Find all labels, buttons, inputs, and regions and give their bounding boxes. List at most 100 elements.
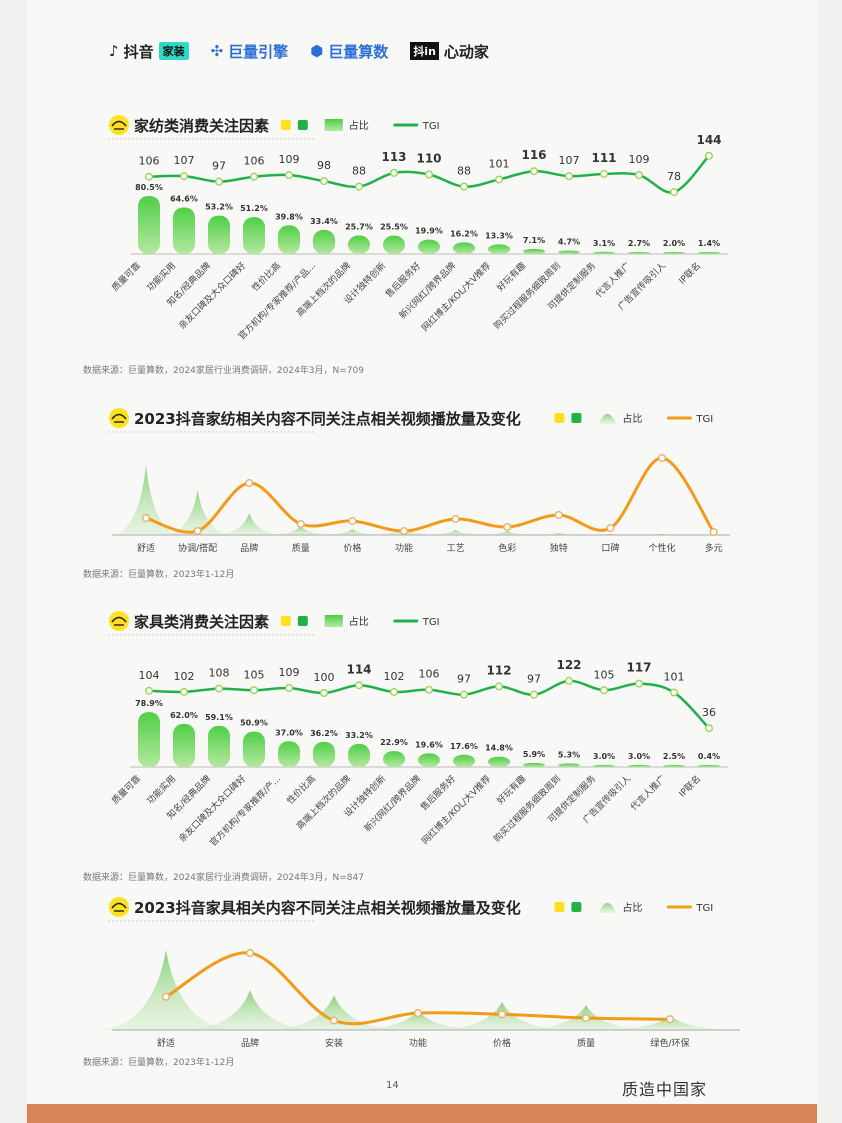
category-label: 购买过程服务细致周到 — [491, 260, 563, 332]
category-label: 协调/搭配 — [178, 542, 217, 554]
tgi-point — [425, 170, 434, 179]
share-label: 33.2% — [345, 731, 373, 740]
share-label: 25.7% — [345, 222, 373, 231]
share-mountain — [96, 950, 236, 1030]
share-label: 78.9% — [135, 699, 163, 708]
tgi-label: 88 — [457, 165, 471, 178]
category-label: IP联名 — [676, 773, 703, 800]
tgi-point — [285, 684, 294, 693]
tgi-point — [320, 177, 329, 186]
share-bar — [278, 225, 300, 254]
tgi-label: 98 — [317, 159, 331, 172]
engine-icon: ✣ — [210, 42, 224, 60]
share-bar — [663, 252, 685, 254]
tgi-point — [565, 676, 574, 685]
legend-share-swatch — [324, 119, 343, 131]
share-mountain — [264, 526, 337, 535]
tgi-label: 112 — [486, 663, 511, 677]
share-label: 37.0% — [275, 728, 303, 737]
tgi-point — [179, 687, 188, 696]
share-bar — [663, 765, 685, 767]
tgi-point — [144, 686, 153, 695]
share-mountain — [213, 513, 286, 535]
sun-icon-disc — [109, 408, 129, 428]
juliang-suanshu-logo: ⬢ 巨量算数 — [310, 41, 388, 62]
tgi-point — [390, 687, 399, 696]
category-label: 功能 — [395, 542, 413, 554]
tgi-point — [503, 523, 512, 532]
share-label: 5.3% — [558, 750, 580, 759]
tgi-point — [141, 514, 150, 523]
share-bar — [278, 741, 300, 767]
tgi-point — [144, 172, 153, 181]
sun-icon-arc — [111, 902, 127, 909]
tgi-point — [705, 724, 714, 733]
sun-icon — [109, 408, 129, 428]
category-label: 性价比高 — [249, 260, 283, 294]
share-label: 50.9% — [240, 719, 268, 728]
tgi-point — [249, 686, 258, 695]
share-bar — [593, 251, 615, 254]
category-label: 舒适 — [137, 542, 155, 554]
share-bar — [558, 250, 580, 254]
sun-icon-arc — [111, 616, 127, 623]
tgi-label: 101 — [489, 157, 510, 170]
category-label: 购买过程服务细致周到 — [491, 773, 563, 845]
legend-share-label: 占比 — [622, 412, 642, 425]
tgi-point — [285, 171, 294, 180]
legend-green-square — [571, 902, 582, 912]
tgi-point — [355, 182, 364, 191]
share-label: 25.5% — [380, 223, 408, 232]
sun-icon-arc — [111, 413, 127, 420]
tgi-point — [635, 679, 644, 688]
share-label: 39.8% — [275, 212, 303, 221]
tgi-point — [460, 690, 469, 699]
section-title: 家纺类消费关注因素 — [134, 117, 269, 135]
tgi-label: 106 — [419, 668, 440, 681]
section-title: 2023抖音家具相关内容不同关注点相关视频播放量及变化 — [134, 899, 521, 917]
share-label: 7.1% — [523, 236, 545, 245]
share-mountain — [161, 490, 234, 535]
share-mountain — [522, 533, 595, 535]
tgi-point — [245, 479, 254, 488]
share-label: 64.6% — [170, 194, 198, 203]
category-label: 网红博主/KOL/大V推荐 — [419, 773, 493, 847]
tgi-label: 109 — [279, 666, 300, 679]
douin-badge: 抖in — [410, 42, 439, 60]
share-bar — [313, 741, 335, 767]
suanshu-icon: ⬢ — [310, 42, 324, 60]
tgi-label: 108 — [209, 667, 230, 680]
share-label: 19.9% — [415, 227, 443, 236]
share-label: 22.9% — [380, 738, 408, 747]
tgi-label: 101 — [664, 670, 685, 683]
share-bar — [488, 244, 510, 254]
legend-yellow-square — [280, 120, 291, 130]
share-label: 13.3% — [485, 231, 513, 240]
category-label: 网红博主/KOL/大V推荐 — [419, 260, 493, 334]
category-label: 价格 — [343, 542, 361, 554]
category-label: 价格 — [493, 1037, 511, 1049]
tgi-point — [214, 177, 223, 186]
section-title: 2023抖音家纺相关内容不同关注点相关视频播放量及变化 — [134, 410, 521, 428]
tgi-point — [565, 172, 574, 181]
category-label: 性价比高 — [284, 773, 318, 807]
tgi-label: 111 — [591, 151, 616, 165]
section-title: 家具类消费关注因素 — [134, 613, 269, 631]
category-label: 工艺 — [447, 543, 465, 554]
tgi-point — [582, 1014, 591, 1023]
share-bar — [698, 252, 720, 254]
legend-yellow-square — [280, 616, 291, 626]
legend-green-square — [297, 616, 308, 626]
tgi-label: 116 — [521, 148, 546, 162]
tgi-point — [606, 524, 615, 533]
share-label: 16.2% — [450, 229, 478, 238]
tgi-label: 97 — [212, 160, 226, 173]
tgi-label: 97 — [527, 673, 541, 686]
category-label: 口碑 — [601, 542, 619, 554]
share-mountain — [110, 465, 182, 535]
share-label: 33.4% — [310, 217, 338, 226]
share-label: 19.6% — [415, 740, 443, 749]
share-bar — [698, 765, 720, 767]
tgi-label: 106 — [139, 155, 160, 168]
tgi-label: 102 — [384, 670, 405, 683]
